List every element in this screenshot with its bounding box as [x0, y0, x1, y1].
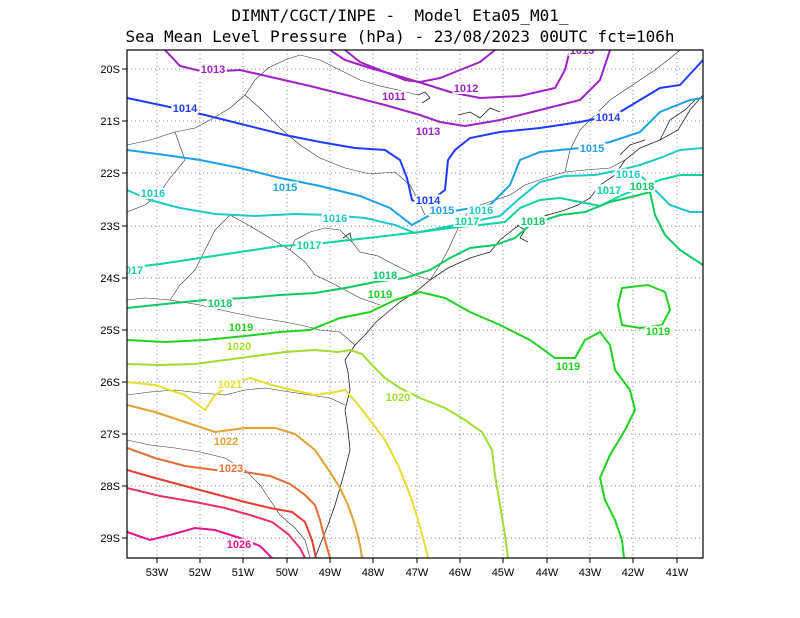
lat-tick-label: 22S: [100, 168, 120, 180]
label-1018: 1018: [373, 270, 397, 282]
lat-tick-label: 29S: [100, 533, 120, 545]
label-1014: 1014: [173, 103, 198, 115]
label-1020: 1020: [386, 392, 410, 404]
isobar-1019: [127, 290, 637, 558]
label-1022: 1022: [214, 436, 238, 448]
label-1016: 1016: [469, 205, 493, 217]
label-1026: 1026: [227, 539, 251, 551]
lon-tick-label: 53W: [146, 567, 169, 579]
label-1019: 1019: [229, 322, 253, 334]
label-1018: 1018: [208, 298, 232, 310]
lon-tick-label: 43W: [579, 567, 602, 579]
label-1011: 1011: [382, 91, 406, 103]
label-1016: 1016: [323, 213, 347, 225]
isobar-1016: [127, 147, 703, 235]
lon-tick-label: 47W: [406, 567, 429, 579]
lat-tick-label: 28S: [100, 481, 120, 493]
lon-tick-label: 41W: [666, 567, 689, 579]
label-1019: 1019: [368, 289, 392, 301]
lon-tick-label: 44W: [536, 567, 559, 579]
isobar-1023: [127, 447, 331, 558]
label-1013: 1013: [570, 45, 594, 57]
isobar-1019-loop: [616, 283, 672, 330]
lon-tick-label: 42W: [622, 567, 645, 579]
label-1013: 1013: [201, 64, 225, 76]
isobar-1018: [127, 190, 703, 309]
label-1015: 1015: [580, 143, 604, 155]
label-1012: 1012: [454, 83, 478, 95]
label-1015: 1015: [273, 182, 297, 194]
label-1017-edge: 017: [125, 265, 143, 277]
label-1016: 1016: [141, 188, 165, 200]
isobar-1020: [127, 348, 509, 558]
tick-marks: [122, 68, 678, 563]
isobar-1021: [127, 376, 429, 558]
lon-tick-label: 45W: [492, 567, 515, 579]
isobar-lines: [127, 50, 703, 558]
isobar-1017: [127, 174, 703, 269]
label-1014: 1014: [416, 195, 441, 207]
label-1023: 1023: [219, 463, 243, 475]
label-1017: 1017: [297, 240, 321, 252]
lon-tick-label: 49W: [319, 567, 342, 579]
isobar-1024: [127, 469, 317, 558]
lon-tick-label: 51W: [232, 567, 255, 579]
isobar-1026: [127, 526, 273, 558]
lon-tick-label: 46W: [449, 567, 472, 579]
isobar-1012: [329, 50, 571, 100]
chart-title: DIMNT/CGCT/INPE - Model Eta05_M01_: [231, 6, 569, 25]
label-1014: 1014: [596, 112, 621, 124]
label-1021: 1021: [218, 379, 242, 391]
isobar-1015: [127, 97, 703, 227]
isobar-1022: [127, 404, 363, 558]
lat-axis: 20S 21S 22S 23S 24S 25S 26S 27S 28S 29S: [100, 64, 120, 545]
chart-subtitle: Sea Mean Level Pressure (hPa) - 23/08/20…: [125, 27, 675, 46]
label-1015: 1015: [430, 205, 454, 217]
lat-tick-label: 21S: [100, 116, 120, 128]
label-1019: 1019: [556, 361, 580, 373]
label-1019: 1019: [646, 326, 670, 338]
lat-tick-label: 27S: [100, 429, 120, 441]
lat-tick-label: 24S: [100, 273, 120, 285]
lon-tick-label: 52W: [189, 567, 212, 579]
label-1020: 1020: [227, 341, 251, 353]
lon-tick-label: 50W: [276, 567, 299, 579]
lat-tick-label: 25S: [100, 325, 120, 337]
lat-tick-label: 23S: [100, 221, 120, 233]
contour-labels: 1013 1011 1012 1013 1013 1014 1014 1014 …: [125, 45, 672, 553]
isobar-1014: [127, 59, 703, 207]
state-borders: [127, 50, 681, 558]
lat-tick-label: 20S: [100, 64, 120, 76]
map-frame: [126, 49, 704, 559]
isobar-1013-a: [164, 50, 611, 128]
label-1017: 1017: [455, 216, 479, 228]
label-1018: 1018: [630, 181, 654, 193]
label-1018: 1018: [521, 216, 545, 228]
isobar-1025: [127, 487, 306, 558]
lon-axis: 53W 52W 51W 50W 49W 48W 47W 46W 45W 44W …: [146, 567, 689, 579]
lat-tick-label: 26S: [100, 377, 120, 389]
label-1016: 1016: [616, 169, 640, 181]
isobar-1011: [344, 50, 496, 84]
label-1017: 1017: [597, 185, 621, 197]
label-1013: 1013: [416, 126, 440, 138]
lon-tick-label: 48W: [362, 567, 385, 579]
